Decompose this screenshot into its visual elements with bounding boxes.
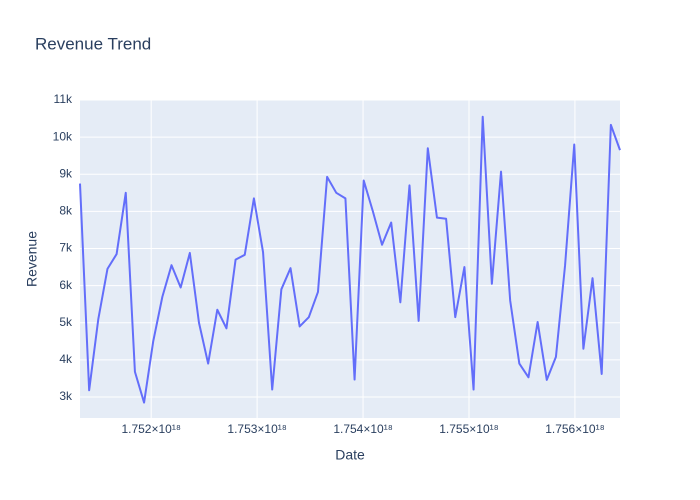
chart-title: Revenue Trend bbox=[35, 34, 151, 53]
y-tick-label: 5k bbox=[59, 315, 73, 329]
x-tick-label: 1.756×10¹⁸ bbox=[545, 422, 604, 436]
y-tick-label: 11k bbox=[54, 92, 73, 106]
x-axis-title: Date bbox=[335, 447, 365, 463]
plot-background bbox=[80, 100, 620, 418]
x-tick-label: 1.753×10¹⁸ bbox=[227, 422, 286, 436]
x-tick-label: 1.754×10¹⁸ bbox=[333, 422, 392, 436]
y-tick-label: 8k bbox=[59, 204, 73, 218]
x-tick-label: 1.752×10¹⁸ bbox=[121, 422, 180, 436]
y-tick-label: 7k bbox=[59, 241, 73, 255]
line bbox=[79, 115, 621, 404]
y-tick-label: 4k bbox=[59, 352, 73, 366]
y-tick-label: 9k bbox=[59, 166, 73, 180]
y-tick-label: 6k bbox=[59, 278, 73, 292]
y-tick-label: 10k bbox=[53, 129, 73, 143]
y-axis-title: Revenue bbox=[24, 231, 40, 287]
x-tick-label: 1.755×10¹⁸ bbox=[439, 422, 498, 436]
y-tick-label: 3k bbox=[59, 389, 73, 403]
